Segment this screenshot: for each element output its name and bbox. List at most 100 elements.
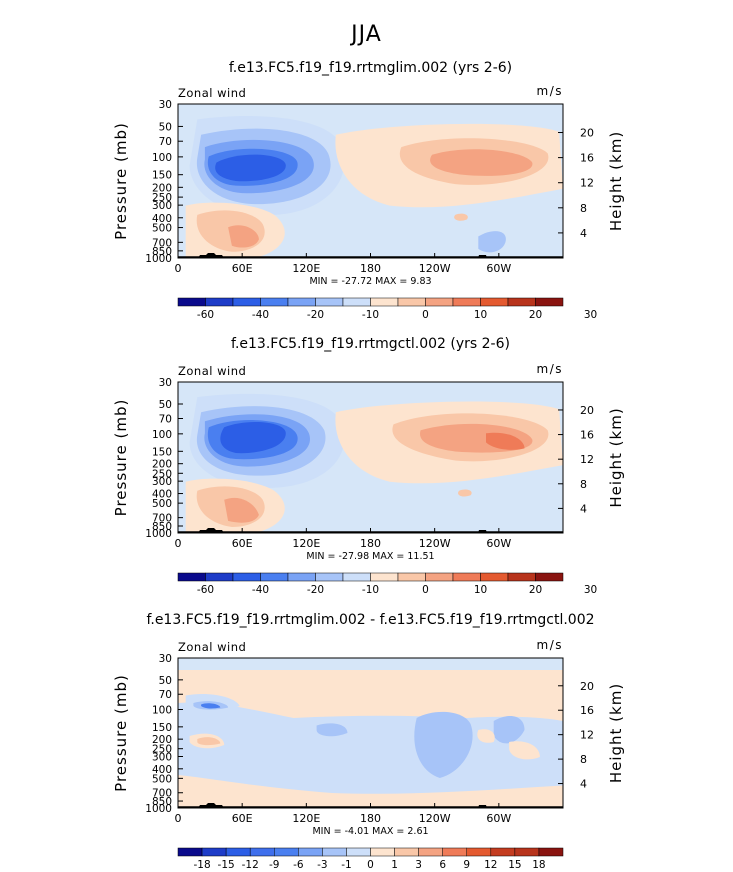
colorbar-label: 0 xyxy=(367,859,374,871)
colorbar-label: 30 xyxy=(584,584,597,596)
y-tick-label: 200 xyxy=(152,459,172,471)
colorbar-swatch xyxy=(315,297,344,307)
colorbar-label: 10 xyxy=(474,309,487,321)
colorbar-swatch xyxy=(514,847,540,857)
y-tick-label: 850 xyxy=(152,521,172,533)
colorbar-swatch xyxy=(177,847,203,857)
contour-region xyxy=(316,723,348,737)
y-tick-label: 850 xyxy=(152,246,172,258)
contour-region xyxy=(509,741,540,760)
contour-region xyxy=(493,715,525,744)
x-tick-label: 120E xyxy=(292,812,320,825)
colorbar-swatch xyxy=(249,847,275,857)
y2-tick-label: 16 xyxy=(580,429,594,442)
x-tick-label: 60W xyxy=(486,537,511,550)
y2-tick-label: 8 xyxy=(580,202,587,215)
colorbar-label: -3 xyxy=(317,859,327,871)
colorbar-label: 6 xyxy=(439,859,446,871)
colorbar-swatch xyxy=(232,297,261,307)
y2-tick-label: 16 xyxy=(580,704,594,717)
y-tick-label: 30 xyxy=(159,99,172,111)
contour-region xyxy=(486,432,525,450)
colorbar-label: -40 xyxy=(252,309,269,321)
y-tick-label: 70 xyxy=(159,413,172,425)
x-tick-label: 120W xyxy=(419,262,451,275)
y2-tick-label: 20 xyxy=(580,680,594,693)
colorbar-swatch xyxy=(452,297,481,307)
y-tick-label: 300 xyxy=(152,200,172,212)
contour-region xyxy=(215,154,286,182)
y-tick-label: 150 xyxy=(152,170,172,182)
y-tick-label: 300 xyxy=(152,751,172,763)
y-tick-label: 1000 xyxy=(145,803,172,815)
colorbar-label: -40 xyxy=(252,584,269,596)
y-axis-title: Pressure (mb) xyxy=(112,399,130,517)
colorbar-label: -20 xyxy=(307,309,324,321)
colorbar-swatch xyxy=(397,572,426,582)
colorbar-label: 12 xyxy=(484,859,497,871)
y-tick-label: 30 xyxy=(159,653,172,665)
contour-region xyxy=(255,693,294,704)
colorbar-label: 0 xyxy=(422,309,429,321)
x-tick-label: 0 xyxy=(175,262,182,275)
colorbar-swatch xyxy=(177,297,206,307)
y2-tick-label: 12 xyxy=(580,453,594,466)
colorbar-label: 20 xyxy=(529,584,542,596)
y-tick-label: 100 xyxy=(152,705,172,717)
y2-tick-label: 12 xyxy=(580,729,594,742)
colorbar: -60 -40 -20 -10 0 10 20 30 xyxy=(177,297,597,321)
y2-tick-label: 8 xyxy=(580,478,587,491)
colorbar: -60 -40 -20 -10 0 10 20 30 xyxy=(177,572,597,596)
colorbar-swatch xyxy=(507,572,536,582)
colorbar-swatch xyxy=(394,847,419,857)
colorbar-label: -20 xyxy=(307,584,324,596)
x-tick-label: 60W xyxy=(486,262,511,275)
x-tick-label: 0 xyxy=(175,812,182,825)
colorbar-label: -18 xyxy=(193,859,210,871)
y2-tick-label: 12 xyxy=(580,177,594,190)
y-tick-label: 150 xyxy=(152,722,172,734)
y2-tick-label: 20 xyxy=(580,127,594,140)
y2-tick-label: 4 xyxy=(580,227,587,240)
y2-tick-label: 16 xyxy=(580,152,594,165)
contour-region xyxy=(228,225,259,248)
colorbar-swatch xyxy=(205,572,234,582)
y-tick-label: 700 xyxy=(152,513,172,525)
right-label: m/s xyxy=(537,84,563,98)
contour-region xyxy=(414,711,473,778)
x-tick-label: 60E xyxy=(232,262,253,275)
colorbar-label: -6 xyxy=(293,859,304,871)
y-tick-label: 1000 xyxy=(145,528,172,540)
contour-region xyxy=(454,213,468,221)
left-label: Zonal wind xyxy=(178,364,246,378)
colorbar-swatch xyxy=(274,847,299,857)
y-tick-label: 100 xyxy=(152,152,172,164)
x-tick-label: 120W xyxy=(419,812,451,825)
colorbar-label: -60 xyxy=(197,584,214,596)
colorbar-swatch xyxy=(342,297,371,307)
colorbar-label: 18 xyxy=(532,859,545,871)
colorbar-swatch xyxy=(232,572,261,582)
x-tick-label: 0 xyxy=(175,537,182,550)
colorbar-swatch xyxy=(177,572,206,582)
y-tick-label: 70 xyxy=(159,136,172,148)
y2-axis-title: Height (km) xyxy=(607,407,625,507)
right-label: m/s xyxy=(537,362,563,376)
y-tick-label: 200 xyxy=(152,734,172,746)
y-tick-label: 850 xyxy=(152,796,172,808)
colorbar-label: 3 xyxy=(415,859,422,871)
colorbar-swatch xyxy=(322,847,347,857)
colorbar-label: 0 xyxy=(422,584,429,596)
y-tick-label: 50 xyxy=(159,675,172,687)
min-max-stats: MIN = -27.72 MAX = 9.83 xyxy=(309,276,431,287)
y-tick-label: 1000 xyxy=(145,253,172,265)
contour-region xyxy=(385,672,412,693)
colorbar-label: -12 xyxy=(242,859,259,871)
contour-region xyxy=(201,703,221,709)
x-tick-label: 180 xyxy=(360,262,381,275)
contour-field xyxy=(178,382,563,533)
colorbar-swatch xyxy=(425,572,454,582)
y-tick-label: 250 xyxy=(152,468,172,480)
y-tick-label: 100 xyxy=(152,429,172,441)
colorbar-label: -15 xyxy=(218,859,235,871)
